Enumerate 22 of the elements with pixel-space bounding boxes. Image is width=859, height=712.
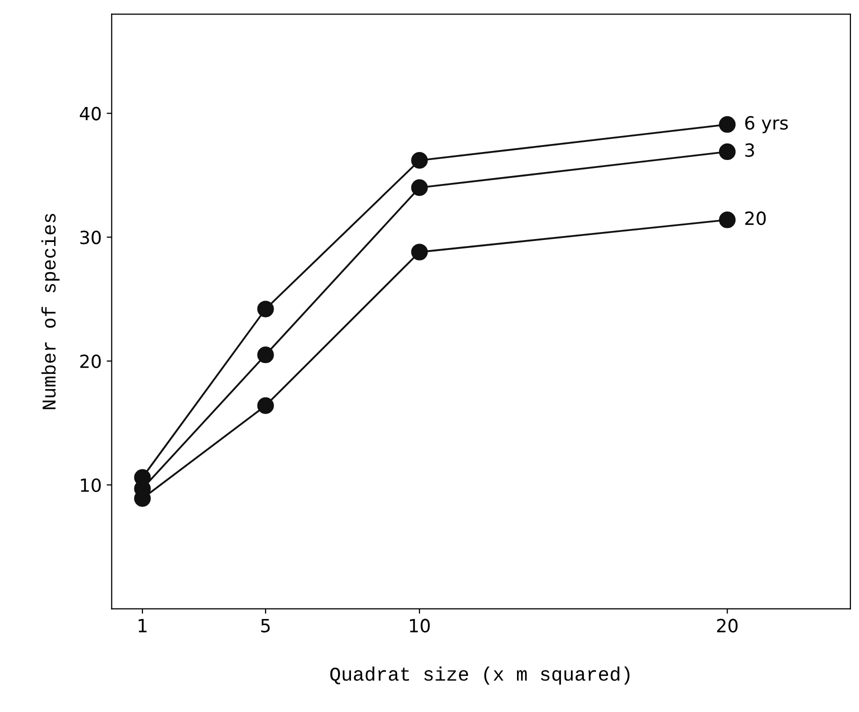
y-axis-title: Number of species	[41, 214, 60, 410]
series-label: 20	[745, 211, 766, 226]
point	[718, 212, 736, 228]
y-tick-label: 30	[80, 230, 101, 244]
series-label: 6 yrs	[745, 116, 788, 134]
point	[257, 346, 274, 364]
point	[718, 143, 736, 160]
point	[257, 397, 274, 414]
series-label: 3	[745, 143, 754, 157]
point	[411, 179, 428, 196]
y-tick-label: 10	[80, 478, 101, 492]
point	[411, 152, 428, 169]
x-tick-label: 1	[138, 619, 147, 632]
x-axis-title: Quadrat size (x m squared)	[330, 666, 630, 685]
x-tick-label: 10	[410, 618, 430, 632]
x-tick-label: 5	[261, 619, 270, 632]
point	[257, 300, 274, 318]
y-tick-label: 20	[80, 354, 101, 368]
x-tick-label: 20	[717, 618, 738, 632]
point	[718, 116, 736, 133]
y-tick-label: 40	[80, 106, 101, 120]
point	[411, 244, 428, 260]
